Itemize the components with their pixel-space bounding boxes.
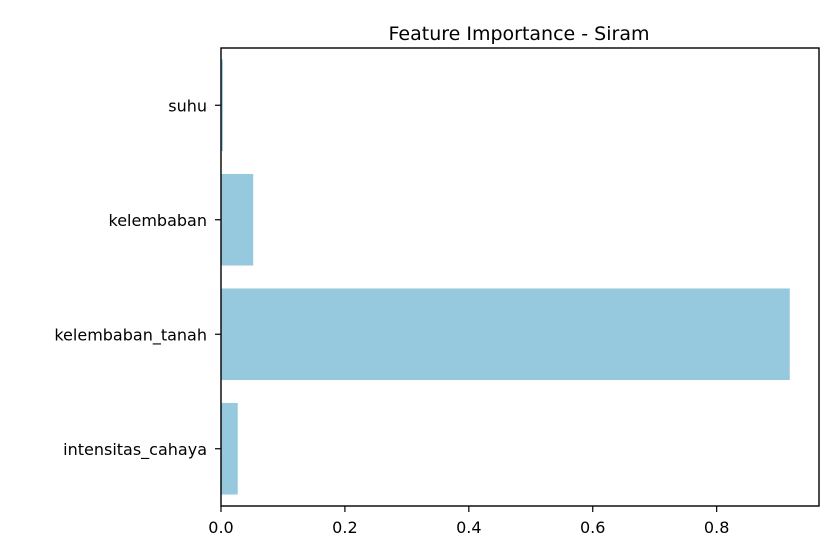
x-axis-ticks: 0.0 0.2 0.4 0.6 0.8 xyxy=(208,506,729,537)
bars-group xyxy=(221,59,790,495)
bar-suhu xyxy=(221,59,223,152)
plot-frame xyxy=(220,47,820,507)
y-tick-label: intensitas_cahaya xyxy=(63,440,207,460)
x-tick-label: 0.6 xyxy=(580,518,605,537)
y-tick-label: kelembaban_tanah xyxy=(54,325,207,345)
y-tick-label: suhu xyxy=(168,96,207,115)
y-axis-ticks: suhu kelembaban kelembaban_tanah intensitas… xyxy=(54,96,221,460)
chart-title: Feature Importance - Siram xyxy=(389,23,650,45)
bar-kelembaban-tanah xyxy=(221,288,790,381)
x-tick-label: 0.2 xyxy=(332,518,357,537)
bar-kelembaban xyxy=(221,173,254,266)
y-tick-label: kelembaban xyxy=(109,211,207,230)
x-tick-label: 0.8 xyxy=(704,518,729,537)
x-tick-label: 0.0 xyxy=(208,518,233,537)
x-tick-label: 0.4 xyxy=(456,518,481,537)
bar-intensitas-cahaya xyxy=(221,402,238,495)
